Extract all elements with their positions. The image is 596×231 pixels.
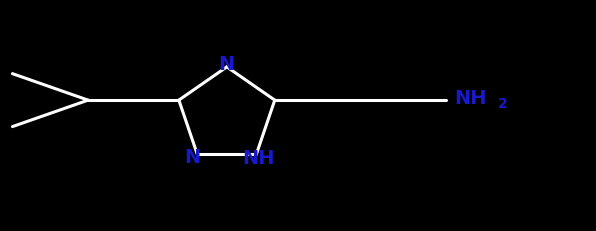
Text: 2: 2 — [498, 97, 508, 111]
Text: N: N — [219, 54, 235, 73]
Text: NH: NH — [243, 149, 275, 167]
Text: NH: NH — [454, 89, 486, 108]
Text: N: N — [184, 148, 200, 167]
